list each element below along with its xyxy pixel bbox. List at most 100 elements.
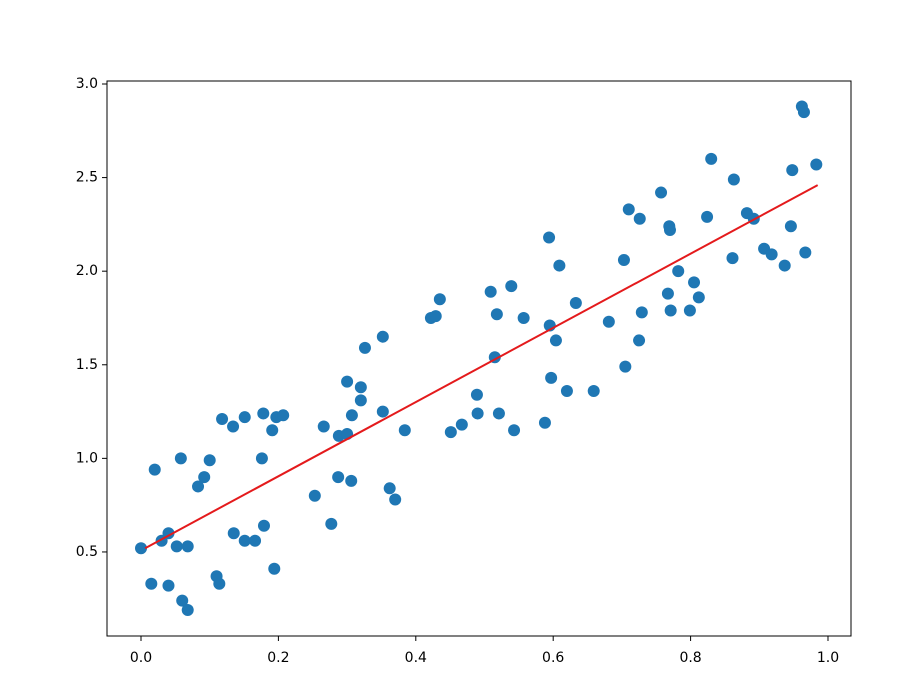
scatter-point — [433, 293, 446, 306]
scatter-point — [354, 394, 367, 407]
scatter-point — [227, 420, 240, 433]
scatter-point — [162, 579, 175, 592]
x-tick-label: 0.6 — [542, 650, 564, 666]
scatter-point — [376, 330, 389, 343]
scatter-point — [174, 452, 187, 465]
scatter-point — [543, 231, 556, 244]
y-tick-label: 0.5 — [76, 544, 98, 560]
y-tick-label: 2.5 — [76, 170, 98, 186]
scatter-point — [398, 424, 411, 437]
scatter-point — [765, 248, 778, 261]
x-tick-label: 0.0 — [130, 650, 152, 666]
scatter-point — [587, 384, 600, 397]
scatter-point — [602, 315, 615, 328]
scatter-point — [389, 493, 402, 506]
scatter-point — [492, 407, 505, 420]
scatter-point — [455, 418, 468, 431]
scatter-point — [633, 334, 646, 347]
scatter-point — [277, 409, 290, 422]
scatter-point — [317, 420, 330, 433]
scatter-point — [325, 517, 338, 530]
scatter-point — [213, 577, 226, 590]
scatter-point — [345, 409, 358, 422]
scatter-point — [376, 405, 389, 418]
scatter-point — [726, 252, 739, 265]
y-tick-label: 1.0 — [76, 450, 98, 466]
scatter-point — [266, 424, 279, 437]
scatter-point — [538, 416, 551, 429]
scatter-point — [257, 519, 270, 532]
scatter-point — [345, 474, 358, 487]
scatter-point — [661, 287, 674, 300]
x-tick-label: 0.4 — [405, 650, 427, 666]
scatter-point — [705, 152, 718, 165]
scatter-point — [341, 375, 354, 388]
scatter-point — [663, 223, 676, 236]
scatter-point — [192, 480, 205, 493]
scatter-point — [354, 381, 367, 394]
scatter-point — [145, 577, 158, 590]
x-tick-label: 1.0 — [817, 650, 839, 666]
scatter-point — [444, 426, 457, 439]
y-tick-label: 2.0 — [76, 263, 98, 279]
scatter-point — [181, 540, 194, 553]
scatter-point — [383, 482, 396, 495]
scatter-point — [622, 203, 635, 216]
scatter-point — [692, 291, 705, 304]
scatter-point — [429, 310, 442, 323]
scatter-point — [471, 407, 484, 420]
scatter-point — [505, 280, 518, 293]
scatter-point — [238, 411, 251, 424]
scatter-point — [810, 158, 823, 171]
x-tick-label: 0.2 — [267, 650, 289, 666]
scatter-point — [633, 212, 646, 225]
scatter-point — [688, 276, 701, 289]
scatter-point — [619, 360, 632, 373]
y-tick-label: 1.5 — [76, 357, 98, 373]
scatter-point — [249, 534, 262, 547]
scatter-point — [490, 308, 503, 321]
y-tick-label: 3.0 — [76, 76, 98, 92]
scatter-point — [332, 471, 345, 484]
scatter-point — [635, 306, 648, 319]
scatter-point — [216, 413, 229, 426]
scatter-point — [238, 534, 251, 547]
scatter-point — [148, 463, 161, 476]
scatter-point — [797, 106, 810, 119]
scatter-point — [176, 594, 189, 607]
scatter-point — [799, 246, 812, 259]
scatter-point — [508, 424, 521, 437]
scatter-point — [517, 311, 530, 324]
scatter-point — [198, 471, 211, 484]
scatter-point — [683, 304, 696, 317]
plot-frame — [106, 80, 852, 637]
scatter-point — [784, 220, 797, 233]
scatter-point — [484, 285, 497, 298]
scatter-point — [560, 384, 573, 397]
scatter-point — [358, 341, 371, 354]
scatter-point — [470, 388, 483, 401]
scatter-point — [135, 542, 148, 555]
scatter-point — [617, 253, 630, 266]
scatter-point — [778, 259, 791, 272]
scatter-point — [203, 454, 216, 467]
scatter-point — [553, 259, 566, 272]
scatter-point — [664, 304, 677, 317]
scatter-point — [308, 489, 321, 502]
scatter-point — [181, 603, 194, 616]
scatter-point — [545, 371, 558, 384]
scatter-point — [569, 297, 582, 309]
scatter-point — [170, 540, 183, 553]
x-tick-label: 0.8 — [679, 650, 701, 666]
fit-line — [144, 184, 819, 550]
scatter-point — [255, 452, 268, 465]
scatter-point — [257, 407, 270, 420]
scatter-point — [655, 186, 668, 199]
scatter-point — [701, 210, 714, 223]
scatter-point — [727, 173, 740, 186]
scatter-point — [549, 334, 562, 347]
scatter-point — [672, 265, 685, 278]
